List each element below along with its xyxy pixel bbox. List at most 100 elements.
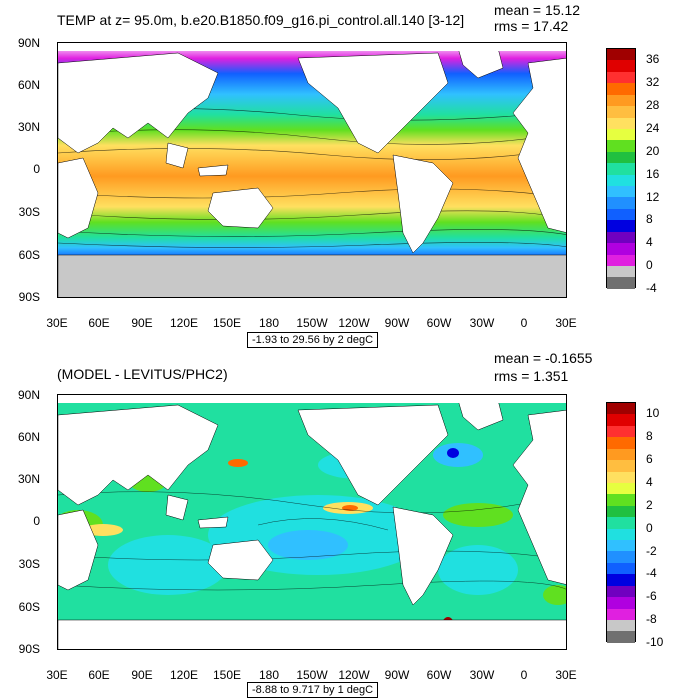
lon-label: 30E (555, 668, 577, 682)
lon-label: 30W (469, 668, 495, 682)
lon-label: 60E (88, 316, 110, 330)
colorbar-swatch (607, 277, 635, 289)
colorbar-swatch (607, 482, 635, 495)
colorbar-swatch (607, 620, 635, 632)
lat-label: 90S (18, 642, 40, 656)
lon-label: 0 (520, 316, 528, 330)
contour-range: -8.88 to 9.717 by 1 degC (247, 682, 379, 698)
colorbar-swatch (607, 608, 635, 621)
colorbar-swatch (607, 517, 635, 529)
colorbar-swatch (607, 562, 635, 575)
colorbar-tick-label: 16 (646, 166, 660, 181)
lon-label: 120W (338, 316, 370, 330)
lat-label: 30N (17, 472, 40, 486)
panel-temperature: TEMP at z= 95.0m, b.e20.B1850.f09_g16.pi… (17, 2, 660, 348)
colorbar-swatch (607, 71, 635, 84)
colorbar-swatch (607, 266, 635, 278)
lon-label: 30W (469, 316, 495, 330)
colorbar-swatch (607, 574, 635, 586)
colorbar-tick-label: 32 (646, 75, 660, 90)
lon-label: 30E (46, 668, 68, 682)
lat-label: 90N (17, 36, 40, 50)
difference-map (57, 394, 567, 650)
mean-stat: mean = -0.1655 (494, 350, 593, 366)
colorbar-tick-label: 28 (646, 98, 660, 113)
lon-label: 60E (88, 668, 110, 682)
lat-label: 60S (18, 248, 40, 262)
colorbar-tick-label: -4 (646, 281, 657, 295)
lon-label: 120E (169, 316, 199, 330)
lon-label: 90E (131, 316, 153, 330)
colorbar-tick-label: -4 (646, 566, 657, 581)
colorbar-swatch (607, 254, 635, 267)
colorbar-swatch (607, 208, 635, 221)
lon-label: 90E (131, 668, 153, 682)
colorbar-swatch (607, 448, 635, 461)
lat-label: 30S (18, 205, 40, 219)
lat-label: 90S (18, 290, 40, 304)
colorbar-swatch (607, 528, 635, 541)
colorbar-swatch (607, 414, 635, 426)
colorbar-tick-label: 36 (646, 52, 660, 67)
colorbar-swatch (607, 60, 635, 72)
colorbar-tick-label: 4 (646, 235, 653, 250)
colorbar-tick-label: 8 (646, 429, 653, 444)
lat-label: 0 (33, 514, 40, 528)
colorbar-tick-label: -6 (646, 589, 657, 604)
colorbar-swatch (607, 83, 635, 95)
colorbar-tick-label: 20 (646, 143, 660, 158)
colorbar-swatch (607, 106, 635, 118)
panel-title: (MODEL - LEVITUS/PHC2) (57, 366, 228, 382)
panel-difference: (MODEL - LEVITUS/PHC2) mean = -0.1655 rm… (0, 350, 700, 700)
mean-stat: mean = 15.12 (494, 2, 581, 18)
colorbar-tick-label: 6 (646, 452, 653, 467)
lat-label: 30S (18, 557, 40, 571)
colorbar-swatch (607, 471, 635, 483)
colorbar-swatch (607, 425, 635, 438)
lon-label: 60W (426, 316, 452, 330)
colorbar-swatch (607, 243, 635, 255)
lon-label: 90W (384, 316, 410, 330)
colorbar-swatch (607, 174, 635, 187)
lat-label: 0 (33, 162, 40, 176)
lon-label: 30E (46, 316, 68, 330)
colorbar-swatch (607, 186, 635, 198)
colorbar-swatch (607, 597, 635, 609)
temperature-field (58, 43, 566, 297)
colorbar-swatch (607, 494, 635, 506)
temperature-map (57, 42, 567, 298)
colorbar-swatch (607, 460, 635, 472)
lon-label: 60W (426, 668, 452, 682)
lat-label: 60S (18, 600, 40, 614)
colorbar-tick-label: -8 (646, 612, 657, 627)
colorbar-tick-label: 0 (646, 258, 653, 273)
rms-stat: rms = 17.42 (494, 18, 569, 34)
lat-label: 60N (17, 78, 40, 92)
lon-label: 30E (555, 316, 577, 330)
colorbar-swatch (607, 197, 635, 209)
colorbar-swatch (607, 540, 635, 552)
colorbar-swatch (607, 220, 635, 232)
lon-label: 180 (258, 668, 280, 682)
contour-range: -1.93 to 29.56 by 2 degC (247, 332, 379, 348)
colorbar-swatch (607, 117, 635, 129)
colorbar-swatch (607, 163, 635, 175)
lon-label: 150E (212, 316, 242, 330)
rms-stat: rms = 1.351 (494, 368, 569, 384)
colorbar-tick-label: 8 (646, 212, 653, 227)
colorbar-tick-label: -10 (646, 635, 664, 649)
colorbar (606, 48, 636, 289)
lon-label: 0 (520, 668, 528, 682)
colorbar-swatch (607, 231, 635, 244)
lat-label: 90N (17, 388, 40, 402)
colorbar-tick-label: 12 (646, 189, 660, 204)
colorbar-swatch (607, 631, 635, 643)
lat-label: 30N (17, 120, 40, 134)
colorbar-swatch (607, 94, 635, 107)
lon-label: 90W (384, 668, 410, 682)
colorbar-swatch (607, 140, 635, 152)
colorbar-tick-label: -2 (646, 543, 657, 558)
colorbar-swatch (607, 585, 635, 598)
colorbar-swatch (607, 551, 635, 563)
colorbar-tick-label: 2 (646, 497, 653, 512)
